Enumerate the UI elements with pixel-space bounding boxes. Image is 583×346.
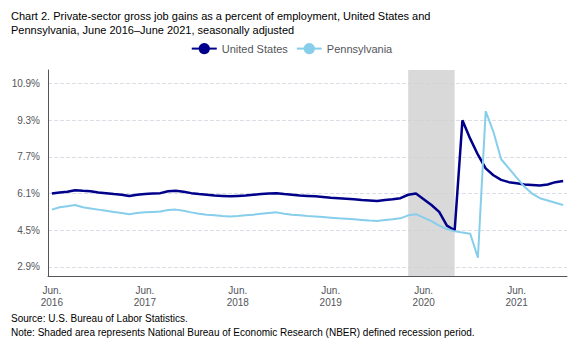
svg-text:6.1%: 6.1% xyxy=(17,188,40,199)
svg-text:Note: Shaded area represents N: Note: Shaded area represents National Bu… xyxy=(11,327,475,338)
svg-text:Pennsylvania, June 2016–June 2: Pennsylvania, June 2016–June 2021, seaso… xyxy=(11,24,294,36)
svg-text:Jun.: Jun. xyxy=(135,285,154,296)
svg-text:Jun.: Jun. xyxy=(42,285,61,296)
svg-text:2.9%: 2.9% xyxy=(17,261,40,272)
svg-text:Jun.: Jun. xyxy=(414,285,433,296)
svg-text:2020: 2020 xyxy=(413,297,436,308)
svg-text:10.9%: 10.9% xyxy=(12,78,40,89)
svg-text:2021: 2021 xyxy=(506,297,529,308)
svg-text:4.5%: 4.5% xyxy=(17,225,40,236)
svg-text:Source: U.S. Bureau of Labor S: Source: U.S. Bureau of Labor Statistics. xyxy=(11,313,188,324)
svg-text:7.7%: 7.7% xyxy=(17,151,40,162)
svg-text:9.3%: 9.3% xyxy=(17,115,40,126)
svg-text:2018: 2018 xyxy=(227,297,250,308)
svg-text:Jun.: Jun. xyxy=(228,285,247,296)
svg-text:Pennsylvania: Pennsylvania xyxy=(327,43,393,55)
svg-text:2016: 2016 xyxy=(41,297,64,308)
svg-text:United States: United States xyxy=(222,43,289,55)
svg-text:Jun.: Jun. xyxy=(507,285,526,296)
svg-text:2019: 2019 xyxy=(320,297,343,308)
svg-text:Chart 2. Private-sector gross: Chart 2. Private-sector gross job gains … xyxy=(11,10,430,22)
svg-text:2017: 2017 xyxy=(134,297,157,308)
svg-text:Jun.: Jun. xyxy=(321,285,340,296)
